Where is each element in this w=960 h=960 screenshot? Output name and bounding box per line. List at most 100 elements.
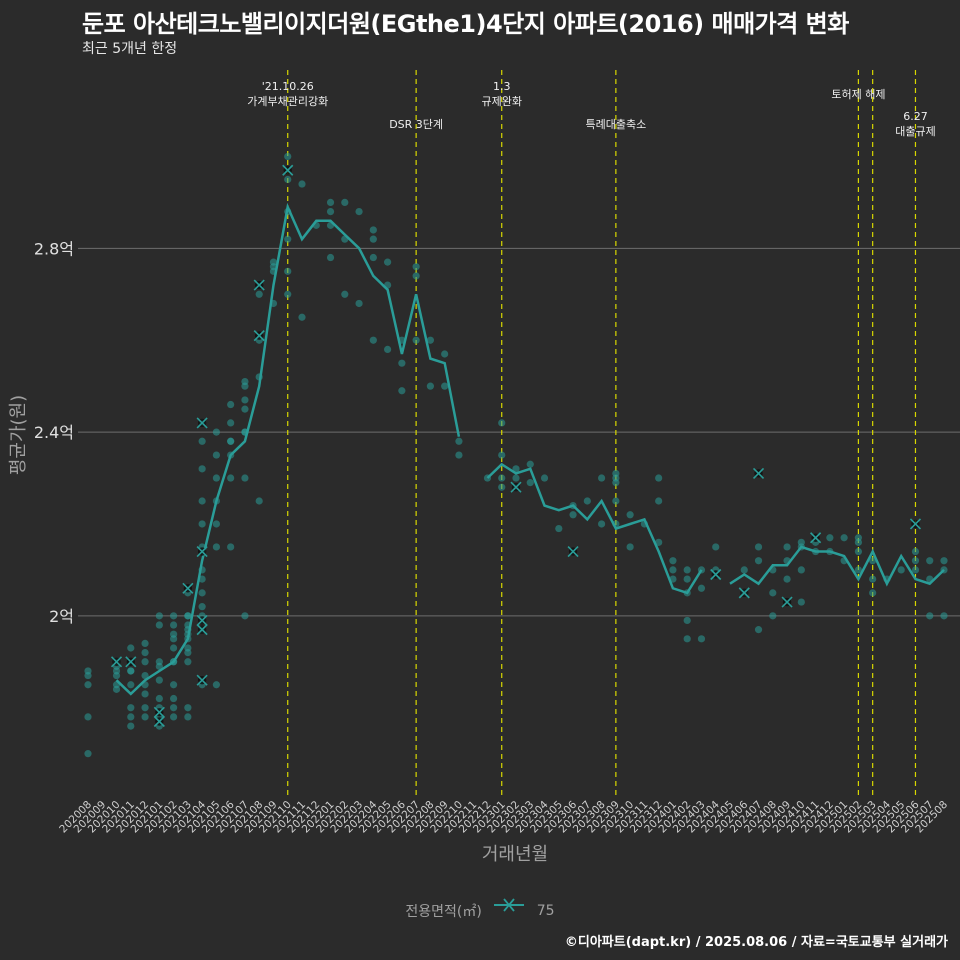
highlighted-point-cross (253, 279, 265, 291)
transaction-point (669, 566, 677, 574)
transaction-point (840, 534, 848, 542)
transaction-point (170, 681, 178, 689)
transaction-point (683, 635, 691, 643)
transaction-point (441, 382, 449, 390)
transaction-point (170, 694, 178, 703)
transaction-point (655, 474, 663, 482)
transaction-point (198, 497, 206, 505)
transaction-point (341, 198, 349, 207)
x-axis-label: 거래년월 (482, 844, 548, 865)
transaction-point (326, 207, 335, 216)
event-label: 토허제 해제 (831, 87, 885, 101)
transaction-point (241, 377, 249, 386)
transaction-point (284, 290, 292, 298)
transaction-point (598, 474, 606, 482)
highlighted-point-cross (282, 164, 294, 176)
highlighted-point (125, 656, 137, 668)
transaction-point (769, 589, 777, 597)
transaction-point (869, 589, 877, 597)
highlighted-point-cross (510, 481, 522, 493)
highlighted-point-cross (196, 624, 208, 636)
transaction-point (526, 479, 534, 487)
transaction-point (583, 497, 591, 505)
transaction-points (84, 152, 948, 758)
event-label: '21.10.26 가계부채관리강화 (247, 80, 328, 108)
transaction-point (112, 671, 121, 680)
highlighted-point (752, 467, 765, 480)
transaction-point (212, 520, 220, 528)
transaction-point (897, 566, 905, 574)
transaction-point (512, 465, 520, 473)
highlighted-point (282, 164, 294, 176)
transaction-point (84, 713, 92, 721)
transaction-point (170, 612, 178, 620)
transaction-point (612, 497, 620, 505)
highlighted-point-cross (196, 545, 208, 558)
legend-key-line-icon (494, 898, 525, 912)
transaction-point (255, 497, 263, 505)
highlighted-point-cross (567, 545, 579, 558)
transaction-point (227, 474, 235, 482)
transaction-point (212, 543, 220, 551)
chart-subtitle: 최근 5개년 한정 (82, 41, 178, 57)
transaction-point (369, 235, 377, 243)
transaction-point (455, 451, 463, 459)
transaction-point (369, 253, 377, 262)
transaction-point (227, 400, 235, 409)
transaction-point (284, 235, 292, 243)
transaction-point (241, 612, 249, 620)
transaction-point (498, 483, 506, 491)
highlighted-point (510, 481, 522, 493)
transaction-point (412, 272, 420, 280)
transaction-point (84, 681, 92, 689)
transaction-point (598, 520, 606, 528)
transaction-point (112, 685, 121, 693)
transaction-point (127, 681, 135, 689)
transaction-point (284, 175, 292, 184)
transaction-point (198, 603, 206, 611)
transaction-point (298, 313, 306, 321)
transaction-point (141, 671, 149, 680)
transaction-point (184, 612, 192, 620)
transaction-point (227, 543, 235, 551)
transaction-point (369, 226, 377, 234)
highlighted-point-cross (909, 518, 922, 530)
y-axis-label: 평균가(원) (8, 395, 29, 475)
transaction-point (155, 612, 163, 620)
transaction-point (498, 474, 506, 482)
highlighted-point (196, 614, 208, 627)
transaction-point (626, 543, 634, 551)
transaction-point (141, 713, 149, 721)
transaction-point (740, 566, 748, 574)
legend: 전용면적(㎡) 75 (0, 895, 960, 921)
transaction-point (170, 644, 178, 652)
y-tick-label: 2억 (49, 607, 74, 626)
transaction-point (911, 547, 920, 556)
transaction-point (754, 557, 763, 565)
transaction-point (198, 520, 206, 528)
highlighted-point-cross (153, 715, 165, 728)
transaction-point (284, 152, 292, 161)
transaction-point (84, 750, 92, 758)
transaction-point (826, 534, 834, 542)
transaction-point (512, 474, 520, 482)
transaction-point (854, 538, 863, 546)
transaction-point (911, 557, 920, 565)
transaction-point (127, 667, 135, 675)
series-line-75 (115, 202, 945, 696)
transaction-point (155, 658, 163, 666)
highlighted-point-cross (810, 532, 822, 544)
transaction-point (697, 635, 706, 643)
transaction-point (184, 713, 192, 721)
transaction-point (526, 460, 534, 468)
transaction-point (184, 704, 192, 712)
transaction-point (84, 671, 92, 680)
highlighted-point-cross (182, 582, 194, 594)
transaction-point (184, 644, 192, 652)
highlighted-point-cross (196, 417, 208, 429)
transaction-point (141, 690, 149, 698)
transaction-point (170, 630, 178, 638)
transaction-point (127, 722, 135, 730)
transaction-point (498, 451, 506, 459)
